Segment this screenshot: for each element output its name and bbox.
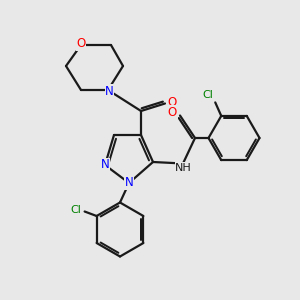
Text: Cl: Cl <box>202 90 213 100</box>
Text: Cl: Cl <box>70 205 81 215</box>
Text: O: O <box>167 95 176 109</box>
Text: N: N <box>100 158 109 172</box>
Text: O: O <box>76 37 85 50</box>
Text: NH: NH <box>175 163 192 173</box>
Text: N: N <box>124 176 134 190</box>
Text: N: N <box>105 85 114 98</box>
Text: O: O <box>168 106 177 119</box>
